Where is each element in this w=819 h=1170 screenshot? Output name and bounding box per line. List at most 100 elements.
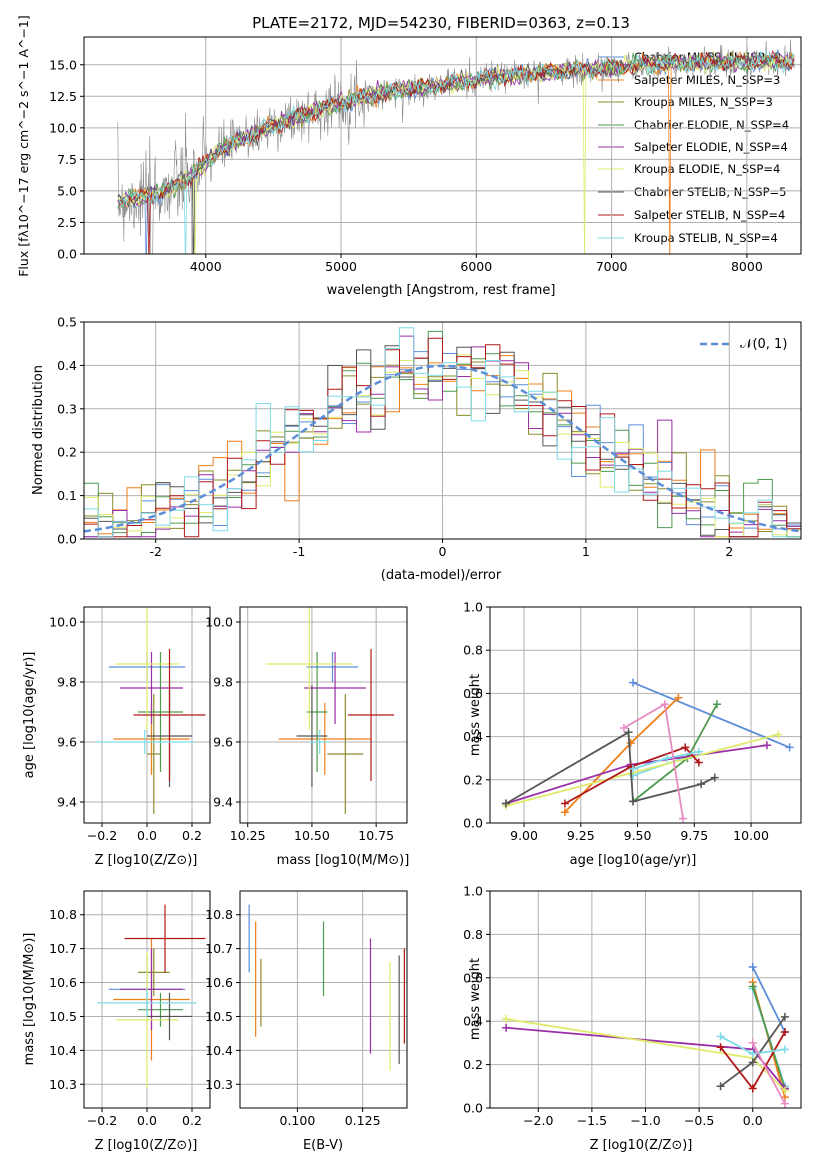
- weight-marker: [716, 1043, 725, 1052]
- tick-label-y: 1.0: [463, 884, 483, 899]
- tick-label-y: 10.0: [205, 615, 233, 630]
- weight-marker: [626, 739, 635, 748]
- hist-ylabel: Normed distribution: [31, 365, 46, 495]
- errorbars: [265, 607, 395, 814]
- tick-label-y: 0.6: [463, 970, 483, 985]
- weightage-xlabel: age [log10(age/yr)]: [570, 853, 697, 868]
- weight-series-line: [751, 986, 786, 1089]
- weight-marker: [678, 814, 687, 823]
- tick-label-x: −1.0: [630, 1113, 660, 1128]
- weight-lines: [502, 962, 789, 1108]
- errorbar-point: [138, 948, 170, 997]
- weight-marker: [502, 1023, 511, 1032]
- weight-series-line: [564, 746, 700, 805]
- panel-1: -2 -1 0 1 2 0.0 0.1 0.2 0.3 0.4 0.5: [57, 315, 802, 559]
- errorbar-point: [115, 952, 179, 1088]
- tick-label-y: 9.6: [57, 735, 77, 750]
- tick-label-x: 4000: [190, 259, 222, 274]
- zmass-ylabel: mass [log10(M/M⊙)]: [22, 933, 37, 1066]
- weight-marker: [748, 1058, 757, 1067]
- panel-5: −0.2 0.0 0.2 10.3 10.4 10.5 10.6 10.7 10.8: [49, 890, 211, 1128]
- weight-marker: [694, 758, 703, 767]
- tick-label-y: 9.8: [213, 675, 233, 690]
- svg-text:Kroupa MILES, N_SSP=3: Kroupa MILES, N_SSP=3: [634, 95, 773, 109]
- tick-label-x: 0.2: [182, 1113, 202, 1128]
- tick-label-x: 2: [725, 544, 733, 559]
- weight-marker: [713, 700, 722, 709]
- weight-marker: [748, 1084, 757, 1093]
- weight-marker: [785, 743, 794, 752]
- tick-label-y: 0.8: [463, 643, 483, 658]
- weight-marker: [780, 1012, 789, 1021]
- errorbar-point: [296, 685, 328, 787]
- tick-label-y: 0.4: [463, 1014, 483, 1029]
- zmass-xlabel: Z [log10(Z/Z⊙)]: [95, 1138, 198, 1153]
- svg-text:Chabrier STELIB, N_SSP=5: Chabrier STELIB, N_SSP=5: [634, 185, 786, 199]
- errorbar-point: [124, 904, 206, 973]
- axes-frame: [83, 36, 802, 255]
- weight-series-line: [751, 966, 786, 1033]
- tick-label-y: 9.8: [57, 675, 77, 690]
- errorbar-point: [265, 607, 354, 730]
- tick-label-x: 0.2: [182, 828, 202, 843]
- tick-label-x: 9.00: [510, 828, 538, 843]
- legend-entry: Salpeter ELODIE, N_SSP=4: [598, 140, 788, 154]
- errorbar-point: [327, 694, 364, 814]
- weight-marker: [560, 799, 569, 808]
- weight-marker: [780, 1045, 789, 1054]
- tick-label-y: 10.5: [205, 1009, 233, 1024]
- tick-label-y: 9.6: [213, 735, 233, 750]
- tick-label-y: 1.0: [463, 600, 483, 615]
- tick-label-x: 0.125: [345, 1113, 381, 1128]
- tick-label-y: 10.6: [49, 975, 77, 990]
- tick-label-y: 0.6: [463, 686, 483, 701]
- spectrum-title: PLATE=2172, MJD=54230, FIBERID=0363, z=0…: [252, 14, 630, 32]
- weight-marker: [780, 1099, 789, 1108]
- weight-marker: [748, 982, 757, 991]
- svg-text:Salpeter ELODIE, N_SSP=4: Salpeter ELODIE, N_SSP=4: [634, 140, 788, 154]
- errorbar-point: [147, 694, 161, 814]
- tick-label-y: 0.8: [463, 927, 483, 942]
- tick-label-y: 10.3: [205, 1077, 233, 1092]
- ebvmass-xlabel: E(B-V): [303, 1138, 343, 1153]
- weight-lines: [501, 678, 794, 823]
- tick-label-y: 0.3: [57, 401, 77, 416]
- weight-series-line: [751, 1042, 786, 1105]
- axes-frame: [489, 606, 802, 824]
- panel-7: −2.0 −1.5 −1.0 −0.5 0.0 0.0 0.2 0.4 0.6 0.8 1.0: [463, 884, 802, 1128]
- tick-label-x: −2.0: [523, 1113, 553, 1128]
- panel-4: 9.00 9.25 9.50 9.75 10.00 0.0 0.2 0.4 0.6 0.8 1.0: [463, 600, 802, 843]
- weight-marker: [780, 1086, 789, 1095]
- tick-label-x: 0.0: [743, 1113, 763, 1128]
- tick-label-y: 10.6: [205, 975, 233, 990]
- weight-marker: [780, 1028, 789, 1037]
- weight-marker: [762, 741, 771, 750]
- zage-ylabel: age [log10(age/yr)]: [22, 652, 37, 779]
- errorbar-point: [278, 703, 372, 775]
- errorbar-point: [138, 992, 183, 1027]
- tick-label-y: 10.5: [49, 1009, 77, 1024]
- weight-marker: [502, 1015, 511, 1024]
- errorbar-point: [115, 607, 179, 730]
- svg-text:Chabrier ELODIE, N_SSP=4: Chabrier ELODIE, N_SSP=4: [634, 118, 789, 132]
- errorbar-point: [147, 992, 192, 1041]
- errorbar-point: [309, 730, 330, 754]
- tick-label-y: 0.2: [463, 1057, 483, 1072]
- weightz-ylabel: mass weight: [468, 958, 483, 1040]
- tick-label-y: 10.7: [205, 941, 233, 956]
- hist-xlabel: (data-model)/error: [381, 568, 502, 583]
- legend-entry: Chabrier STELIB, N_SSP=5: [598, 185, 786, 199]
- panel-0: 4000 5000 6000 7000 8000 0.0 2.5 5.0 7.5 10.0 12.5…: [49, 36, 802, 274]
- tick-label-y: 0.0: [57, 247, 77, 262]
- svg-text:Kroupa ELODIE, N_SSP=4: Kroupa ELODIE, N_SSP=4: [634, 162, 780, 176]
- model-spectrum-line: [117, 50, 795, 254]
- tick-label-y: 0.2: [463, 772, 483, 787]
- histogram-series: [84, 337, 801, 538]
- errorbars: [97, 904, 206, 1088]
- axes-frame: [489, 890, 802, 1109]
- weight-marker: [629, 678, 638, 687]
- weight-marker: [748, 1049, 757, 1058]
- tick-label-x: 10.25: [230, 828, 266, 843]
- tick-label-y: 0.0: [463, 1101, 483, 1116]
- weight-marker: [674, 693, 683, 702]
